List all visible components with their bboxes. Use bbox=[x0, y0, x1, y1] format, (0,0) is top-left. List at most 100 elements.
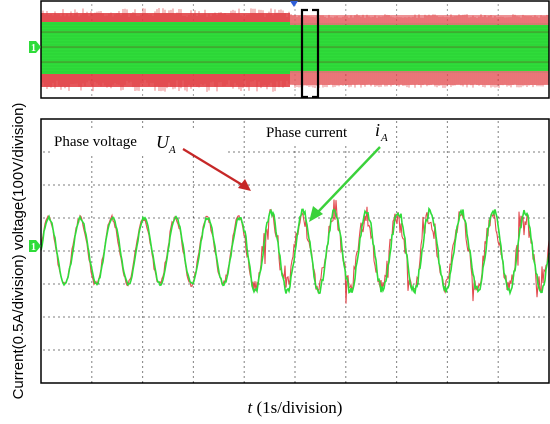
grid-dot bbox=[98, 184, 100, 186]
grid-dot bbox=[148, 217, 150, 219]
grid-dot bbox=[413, 151, 415, 153]
x-axis-label-text: (1s/division) bbox=[252, 398, 342, 417]
grid-dot bbox=[91, 291, 93, 293]
grid-dot bbox=[418, 349, 420, 351]
annotation-symbol: i bbox=[375, 120, 380, 140]
grid-dot bbox=[243, 286, 245, 288]
grid-dot bbox=[192, 336, 195, 338]
grid-dot bbox=[498, 316, 500, 318]
grid-dot bbox=[396, 4, 398, 6]
grid-dot bbox=[233, 283, 235, 285]
grid-dot bbox=[141, 206, 144, 208]
grid-dot bbox=[268, 283, 270, 285]
grid-dot bbox=[233, 151, 235, 153]
grid-dot bbox=[423, 151, 425, 153]
grid-dot bbox=[497, 176, 499, 178]
grid-dot bbox=[328, 217, 330, 219]
grid-dot bbox=[395, 226, 398, 228]
grid-dot bbox=[497, 191, 499, 193]
grid-dot bbox=[243, 366, 245, 368]
grid-dot bbox=[353, 349, 355, 351]
grid-dot bbox=[192, 211, 195, 213]
grid-dot bbox=[142, 89, 144, 91]
grid-dot bbox=[538, 184, 540, 186]
grid-dot bbox=[53, 316, 55, 318]
grid-dot bbox=[294, 301, 296, 303]
grid-dot bbox=[294, 356, 296, 358]
grid-dot bbox=[178, 349, 180, 351]
grid-dot bbox=[395, 236, 398, 238]
zoom-bracket-right bbox=[312, 8, 320, 99]
grid-dot bbox=[192, 186, 195, 188]
grid-dot bbox=[192, 166, 195, 168]
grid-dot bbox=[253, 151, 255, 153]
grid-dot bbox=[345, 246, 347, 248]
grid-dot bbox=[243, 291, 245, 293]
grid-dot bbox=[88, 184, 90, 186]
grid-dot bbox=[345, 221, 347, 223]
grid-dot bbox=[243, 156, 245, 158]
grid-dot bbox=[78, 316, 80, 318]
grid-dot bbox=[395, 256, 398, 258]
grid-dot bbox=[345, 89, 347, 91]
grid-dot bbox=[446, 221, 449, 223]
grid-dot bbox=[488, 151, 490, 153]
grid-dot bbox=[93, 184, 95, 186]
grid-dot bbox=[433, 217, 435, 219]
grid-dot bbox=[288, 184, 290, 186]
grid-dot bbox=[253, 250, 255, 252]
grid-dot bbox=[403, 184, 405, 186]
grid-dot bbox=[473, 316, 475, 318]
grid-dot bbox=[91, 94, 93, 96]
grid-dot bbox=[268, 184, 270, 186]
grid-dot bbox=[228, 151, 230, 153]
annotation-phase-current: Phase current i A bbox=[262, 120, 390, 222]
grid-dot bbox=[192, 306, 195, 308]
grid-dot bbox=[118, 316, 120, 318]
grid-dot bbox=[293, 283, 295, 285]
grid-dot bbox=[103, 349, 105, 351]
grid-dot bbox=[243, 261, 245, 263]
grid-dot bbox=[418, 283, 420, 285]
grid-dot bbox=[408, 316, 410, 318]
grid-dot bbox=[345, 351, 347, 353]
grid-dot bbox=[238, 151, 240, 153]
grid-dot bbox=[153, 250, 155, 252]
grid-dot bbox=[533, 316, 535, 318]
grid-dot bbox=[141, 181, 144, 183]
grid-dot bbox=[483, 151, 485, 153]
grid-dot bbox=[395, 161, 398, 163]
grid-dot bbox=[141, 176, 144, 178]
grid-dot bbox=[294, 276, 296, 278]
grid-dot bbox=[497, 291, 499, 293]
grid-dot bbox=[83, 283, 85, 285]
grid-dot bbox=[518, 184, 520, 186]
grid-dot bbox=[513, 250, 515, 252]
grid-dot bbox=[458, 349, 460, 351]
grid-dot bbox=[243, 217, 245, 219]
grid-dot bbox=[318, 217, 320, 219]
grid-dot bbox=[192, 286, 195, 288]
grid-dot bbox=[533, 151, 535, 153]
grid-dot bbox=[243, 9, 245, 11]
grid-dot bbox=[91, 286, 93, 288]
grid-dot bbox=[538, 217, 540, 219]
grid-dot bbox=[294, 316, 296, 318]
channel-marker-icon bbox=[29, 240, 41, 252]
grid-dot bbox=[345, 236, 347, 238]
grid-dot bbox=[91, 161, 93, 163]
grid-dot bbox=[518, 316, 520, 318]
grid-dot bbox=[497, 196, 499, 198]
grid-dot bbox=[497, 341, 499, 343]
grid-dot bbox=[91, 196, 93, 198]
grid-dot bbox=[91, 371, 93, 373]
grid-dot bbox=[133, 316, 135, 318]
grid-dot bbox=[243, 326, 245, 328]
grid-dot bbox=[446, 181, 449, 183]
grid-dot bbox=[258, 151, 260, 153]
grid-dot bbox=[363, 184, 365, 186]
grid-dot bbox=[298, 316, 300, 318]
grid-dot bbox=[98, 250, 100, 252]
grid-dot bbox=[508, 151, 510, 153]
